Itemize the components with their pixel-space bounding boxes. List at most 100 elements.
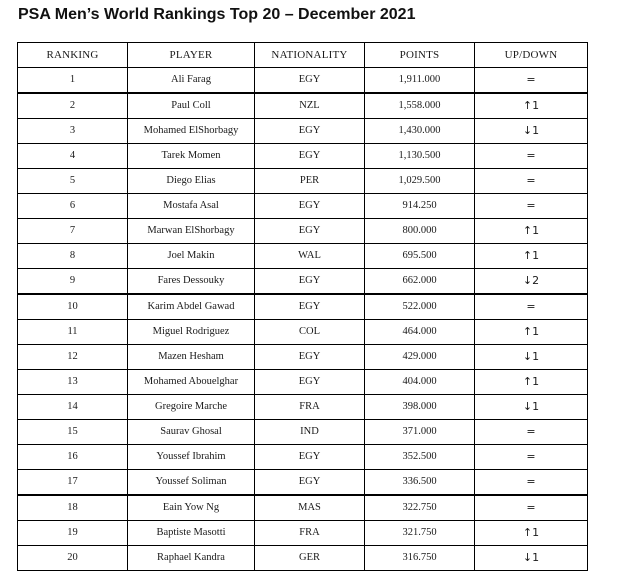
points-cell: 1,029.500 (364, 168, 475, 194)
nationality-cell: EGY (254, 218, 365, 244)
player-cell: Mostafa Asal (127, 193, 255, 219)
table-row: 5 Diego Elias PER 1,029.500 = (17, 168, 588, 194)
nationality-cell: EGY (254, 469, 365, 496)
rank-cell: 18 (17, 494, 128, 521)
player-cell: Marwan ElShorbagy (127, 218, 255, 244)
points-cell: 336.500 (364, 469, 475, 496)
nationality-cell: MAS (254, 494, 365, 521)
rank-cell: 2 (17, 92, 128, 119)
movement-cell: ↑1 (474, 520, 588, 546)
rank-cell: 4 (17, 143, 128, 169)
page-title: PSA Men’s World Rankings Top 20 – Decemb… (18, 6, 416, 23)
rank-cell: 15 (17, 419, 128, 445)
nationality-cell: COL (254, 319, 365, 345)
nationality-cell: IND (254, 419, 365, 445)
table-row: 3 Mohamed ElShorbagy EGY 1,430.000 ↓1 (17, 118, 588, 144)
player-cell: Diego Elias (127, 168, 255, 194)
rank-cell: 10 (17, 293, 128, 320)
player-cell: Mohamed ElShorbagy (127, 118, 255, 144)
points-cell: 352.500 (364, 444, 475, 470)
movement-cell: ↑1 (474, 369, 588, 395)
table-row: 11 Miguel Rodriguez COL 464.000 ↑1 (17, 319, 588, 345)
points-cell: 1,130.500 (364, 143, 475, 169)
rank-cell: 16 (17, 444, 128, 470)
points-cell: 695.500 (364, 243, 475, 269)
player-cell: Fares Dessouky (127, 268, 255, 295)
header-up-down: UP/DOWN (474, 42, 588, 68)
table-row: 2 Paul Coll NZL 1,558.000 ↑1 (17, 92, 588, 119)
rank-cell: 14 (17, 394, 128, 420)
player-cell: Ali Farag (127, 67, 255, 94)
movement-cell: = (474, 494, 588, 521)
points-cell: 1,430.000 (364, 118, 475, 144)
nationality-cell: EGY (254, 118, 365, 144)
table-row: 16 Youssef Ibrahim EGY 352.500 = (17, 444, 588, 470)
points-cell: 662.000 (364, 268, 475, 295)
movement-cell: ↓1 (474, 344, 588, 370)
table-row: 12 Mazen Hesham EGY 429.000 ↓1 (17, 344, 588, 370)
header-nationality: NATIONALITY (254, 42, 365, 68)
movement-cell: ↓1 (474, 394, 588, 420)
nationality-cell: WAL (254, 243, 365, 269)
movement-cell: = (474, 193, 588, 219)
player-cell: Karim Abdel Gawad (127, 293, 255, 320)
player-cell: Miguel Rodriguez (127, 319, 255, 345)
nationality-cell: EGY (254, 344, 365, 370)
movement-cell: = (474, 444, 588, 470)
movement-cell: = (474, 293, 588, 320)
nationality-cell: EGY (254, 444, 365, 470)
table-row: 6 Mostafa Asal EGY 914.250 = (17, 193, 588, 219)
player-cell: Youssef Ibrahim (127, 444, 255, 470)
rank-cell: 19 (17, 520, 128, 546)
points-cell: 1,911.000 (364, 67, 475, 94)
movement-cell: ↑1 (474, 218, 588, 244)
movement-cell: = (474, 469, 588, 496)
points-cell: 316.750 (364, 545, 475, 571)
nationality-cell: FRA (254, 394, 365, 420)
points-cell: 371.000 (364, 419, 475, 445)
movement-cell: ↓2 (474, 268, 588, 295)
nationality-cell: EGY (254, 67, 365, 94)
player-cell: Paul Coll (127, 92, 255, 119)
header-player: PLAYER (127, 42, 255, 68)
player-cell: Baptiste Masotti (127, 520, 255, 546)
player-cell: Mohamed Abouelghar (127, 369, 255, 395)
points-cell: 800.000 (364, 218, 475, 244)
movement-cell: ↓1 (474, 545, 588, 571)
rank-cell: 9 (17, 268, 128, 295)
table-row: 4 Tarek Momen EGY 1,130.500 = (17, 143, 588, 169)
movement-cell: = (474, 143, 588, 169)
movement-cell: = (474, 67, 588, 94)
rank-cell: 11 (17, 319, 128, 345)
movement-cell: ↑1 (474, 92, 588, 119)
rank-cell: 7 (17, 218, 128, 244)
points-cell: 1,558.000 (364, 92, 475, 119)
header-ranking: RANKING (17, 42, 128, 68)
table-body: 1 Ali Farag EGY 1,911.000 = 2 Paul Coll NZL 1,55… (17, 67, 588, 571)
nationality-cell: EGY (254, 143, 365, 169)
nationality-cell: EGY (254, 193, 365, 219)
table-row: 7 Marwan ElShorbagy EGY 800.000 ↑1 (17, 218, 588, 244)
nationality-cell: EGY (254, 293, 365, 320)
movement-cell: ↓1 (474, 118, 588, 144)
header-points: POINTS (364, 42, 475, 68)
nationality-cell: NZL (254, 92, 365, 119)
table-row: 13 Mohamed Abouelghar EGY 404.000 ↑1 (17, 369, 588, 395)
player-cell: Tarek Momen (127, 143, 255, 169)
table-row: 17 Youssef Soliman EGY 336.500 = (17, 469, 588, 496)
rank-cell: 1 (17, 67, 128, 94)
rank-cell: 3 (17, 118, 128, 144)
points-cell: 321.750 (364, 520, 475, 546)
points-cell: 322.750 (364, 494, 475, 521)
movement-cell: = (474, 419, 588, 445)
rank-cell: 5 (17, 168, 128, 194)
player-cell: Gregoire Marche (127, 394, 255, 420)
points-cell: 429.000 (364, 344, 475, 370)
rankings-table: RANKING PLAYER NATIONALITY POINTS UP/DOW… (17, 42, 588, 571)
points-cell: 404.000 (364, 369, 475, 395)
table-row: 15 Saurav Ghosal IND 371.000 = (17, 419, 588, 445)
points-cell: 522.000 (364, 293, 475, 320)
player-cell: Eain Yow Ng (127, 494, 255, 521)
rank-cell: 13 (17, 369, 128, 395)
rank-cell: 20 (17, 545, 128, 571)
